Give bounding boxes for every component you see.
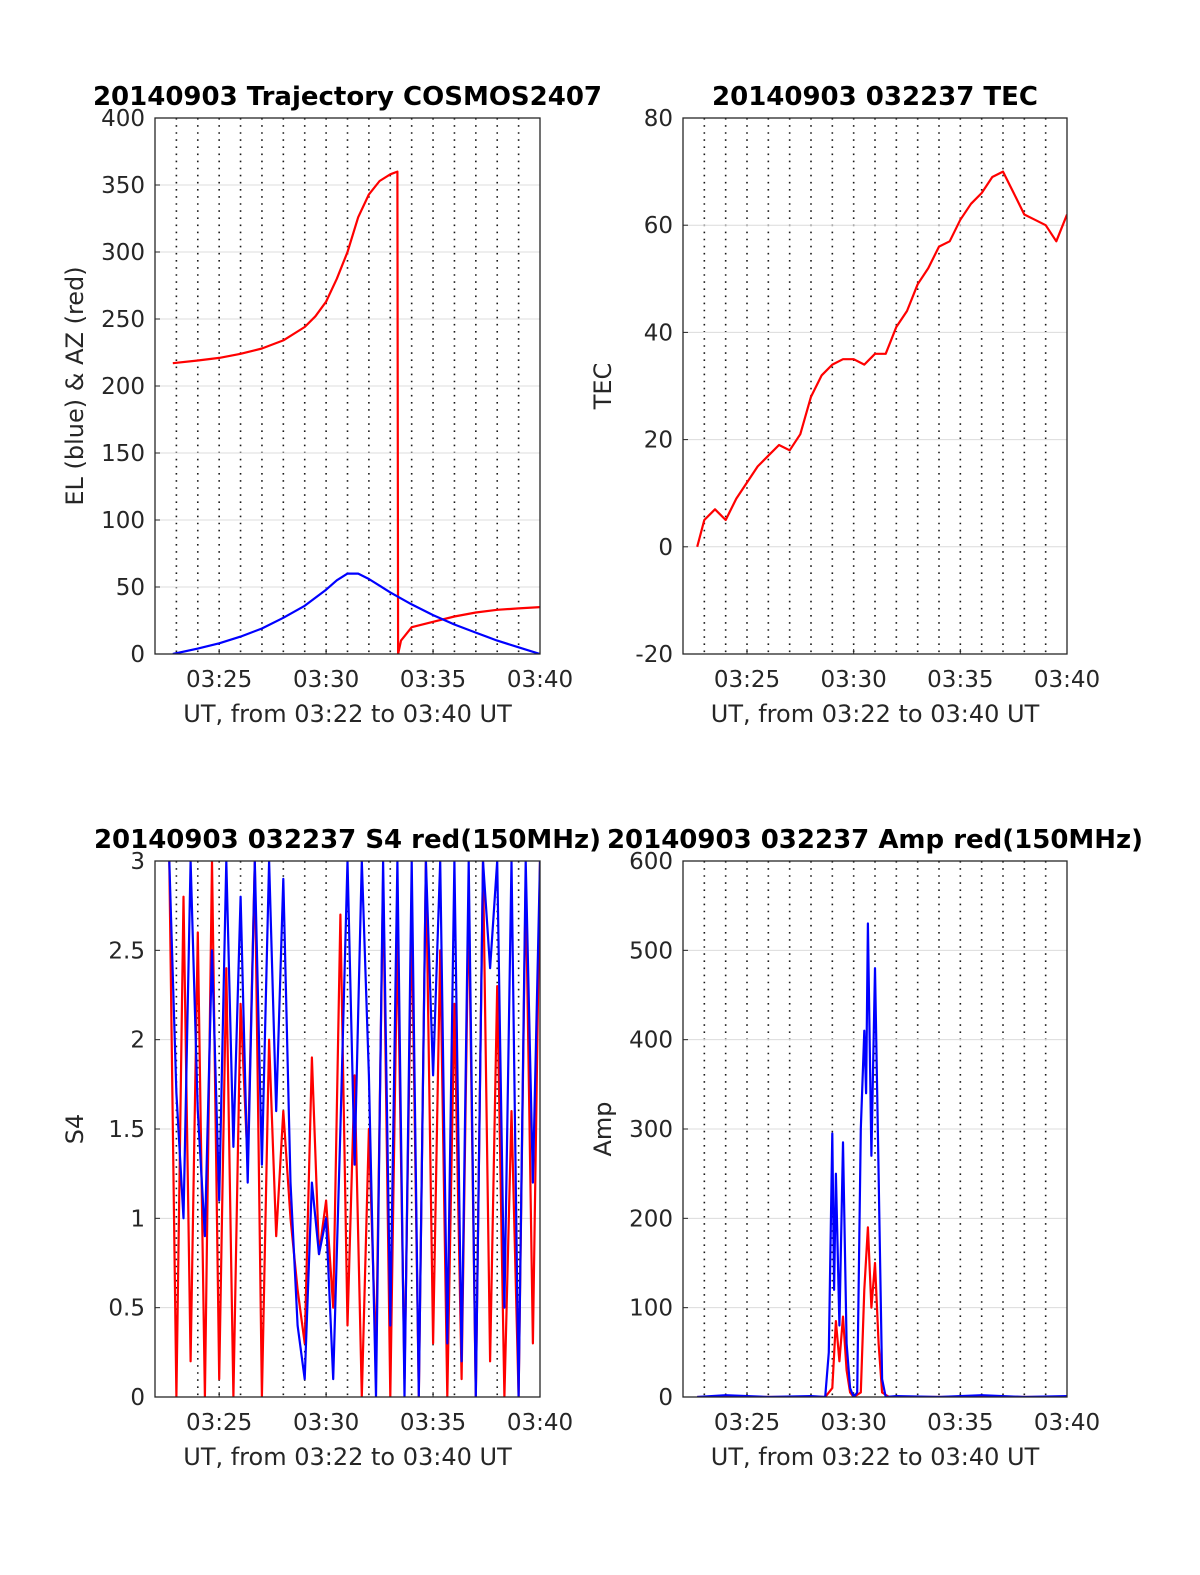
y-tick-label: 300 [629,1117,673,1143]
x-axis-label: UT, from 03:22 to 03:40 UT [183,700,512,728]
y-tick-label: 0.5 [108,1296,145,1322]
y-axis-label: TEC [589,363,617,411]
y-tick-label: 0 [658,1385,673,1411]
y-tick-label: 150 [101,441,145,467]
x-tick-label: 03:30 [821,667,887,693]
x-axis-label: UT, from 03:22 to 03:40 UT [183,1443,512,1471]
y-tick-label: 1 [130,1206,145,1232]
x-tick-label: 03:30 [821,1410,887,1436]
series-line-1 [172,170,540,654]
y-axis-label: S4 [61,1114,89,1145]
y-tick-label: 60 [644,213,673,239]
chart-title: 20140903 032237 Amp red(150MHz) [607,825,1143,855]
y-tick-label: 200 [629,1206,673,1232]
y-tick-label: 500 [629,938,673,964]
y-tick-label: 50 [116,575,145,601]
y-tick-label: 0 [658,535,673,561]
x-axis-label: UT, from 03:22 to 03:40 UT [711,1443,1040,1471]
y-tick-label: 400 [629,1028,673,1054]
x-tick-label: 03:25 [186,1410,252,1436]
axes-frame [682,860,1068,1398]
y-tick-label: 100 [629,1296,673,1322]
x-tick-label: 03:25 [714,667,780,693]
chart-title: 20140903 032237 TEC [712,82,1038,112]
y-tick-label: 40 [644,320,673,346]
x-axis-label: UT, from 03:22 to 03:40 UT [711,700,1040,728]
series-line-2 [172,572,540,654]
y-tick-label: 350 [101,173,145,199]
series-line-2 [697,922,1067,1397]
y-tick-label: 600 [629,849,673,875]
y-tick-label: 2.5 [108,938,145,964]
y-tick-label: 20 [644,428,673,454]
axes-frame [154,860,541,1398]
y-tick-label: 2 [130,1028,145,1054]
x-tick-label: 03:35 [400,1410,466,1436]
y-tick-label: 100 [101,508,145,534]
x-tick-label: 03:25 [186,667,252,693]
x-tick-label: 03:30 [293,667,359,693]
y-tick-label: -20 [635,642,673,668]
x-tick-label: 03:25 [714,1410,780,1436]
series-line-1 [696,170,1067,548]
x-tick-label: 03:40 [507,667,573,693]
y-axis-label: EL (blue) & AZ (red) [61,266,89,505]
y-tick-label: 80 [644,106,673,132]
x-tick-label: 03:35 [927,1410,993,1436]
y-tick-label: 3 [130,849,145,875]
chart-title: 20140903 032237 S4 red(150MHz) [94,825,601,855]
y-tick-label: 400 [101,106,145,132]
chart-panel-4: 0 100 200 300 400 500 600 03:25 03:30 03:35 03:40 2… [589,825,1143,1471]
y-tick-label: 200 [101,374,145,400]
x-tick-label: 03:35 [927,667,993,693]
y-tick-label: 300 [101,240,145,266]
x-tick-label: 03:30 [293,1410,359,1436]
x-tick-label: 03:40 [507,1410,573,1436]
y-tick-label: 0 [130,642,145,668]
series-line-2 [168,861,540,1397]
axes-frame [154,117,541,655]
chart-panel-1: 0 50 100 150 200 250 300 350 400 03:25 03:30 03:35 0… [61,82,602,728]
y-tick-label: 1.5 [108,1117,145,1143]
x-tick-label: 03:40 [1034,667,1100,693]
x-tick-label: 03:35 [400,667,466,693]
series-line-1 [697,1226,1067,1397]
y-tick-label: 250 [101,307,145,333]
chart-panel-3: 0 0.5 1 1.5 2 2.5 3 03:25 03:30 03:35 03:40 2014090… [61,825,601,1471]
y-axis-label: Amp [589,1101,617,1156]
chart-panel-2: -20 0 20 40 60 80 03:25 03:30 03:35 03:40 20140903… [589,82,1100,728]
chart-title: 20140903 Trajectory COSMOS2407 [93,82,602,112]
x-tick-label: 03:40 [1034,1410,1100,1436]
axes-frame [682,117,1068,655]
y-tick-label: 0 [130,1385,145,1411]
